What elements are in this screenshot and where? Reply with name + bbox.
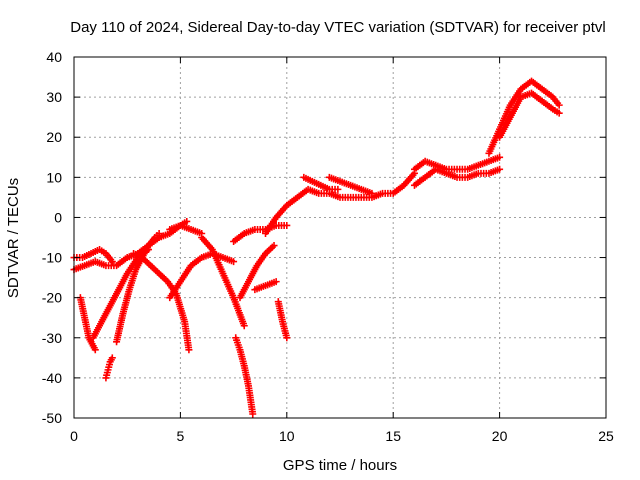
y-tick-label: 0 bbox=[54, 209, 62, 225]
data-point bbox=[555, 109, 563, 117]
y-axis-label: SDTVAR / TECUs bbox=[5, 178, 22, 298]
data-point bbox=[155, 229, 163, 237]
data-point bbox=[108, 258, 116, 266]
x-axis-label: GPS time / hours bbox=[283, 457, 397, 474]
data-point bbox=[555, 101, 563, 109]
data-point bbox=[496, 153, 504, 161]
y-tick-label: 30 bbox=[46, 89, 62, 105]
ticks-layer: 0 5 10 15 20 25 -50 -40 -30 -20 -10 0 10 20 30 40 bbox=[42, 49, 614, 444]
data-point bbox=[283, 221, 291, 229]
x-tick-label: 25 bbox=[598, 428, 614, 444]
x-tick-label: 10 bbox=[279, 428, 295, 444]
data-point bbox=[368, 189, 376, 197]
grid-layer bbox=[74, 57, 606, 418]
y-tick-label: 40 bbox=[46, 49, 62, 65]
x-tick-label: 0 bbox=[70, 428, 78, 444]
data-point bbox=[270, 242, 278, 250]
chart-title: Day 110 of 2024, Sidereal Day-to-day VTE… bbox=[70, 19, 606, 36]
data-point bbox=[334, 185, 342, 193]
data-point bbox=[272, 278, 280, 286]
y-tick-label: 20 bbox=[46, 129, 62, 145]
data-point bbox=[249, 410, 257, 418]
y-tick-label: -20 bbox=[42, 290, 62, 306]
y-tick-label: -40 bbox=[42, 370, 62, 386]
data-point bbox=[185, 346, 193, 354]
data-point bbox=[496, 165, 504, 173]
data-point bbox=[108, 354, 116, 362]
y-tick-label: -50 bbox=[42, 410, 62, 426]
x-tick-label: 15 bbox=[385, 428, 401, 444]
y-tick-label: -30 bbox=[42, 330, 62, 346]
x-tick-label: 20 bbox=[492, 428, 508, 444]
plot-frame bbox=[73, 56, 607, 419]
points-layer bbox=[70, 77, 563, 418]
data-point bbox=[240, 322, 248, 330]
data-point bbox=[91, 346, 99, 354]
x-tick-label: 5 bbox=[177, 428, 185, 444]
data-point bbox=[183, 217, 191, 225]
data-point bbox=[230, 258, 238, 266]
y-tick-label: -10 bbox=[42, 250, 62, 266]
y-tick-label: 10 bbox=[46, 169, 62, 185]
data-point bbox=[283, 334, 291, 342]
